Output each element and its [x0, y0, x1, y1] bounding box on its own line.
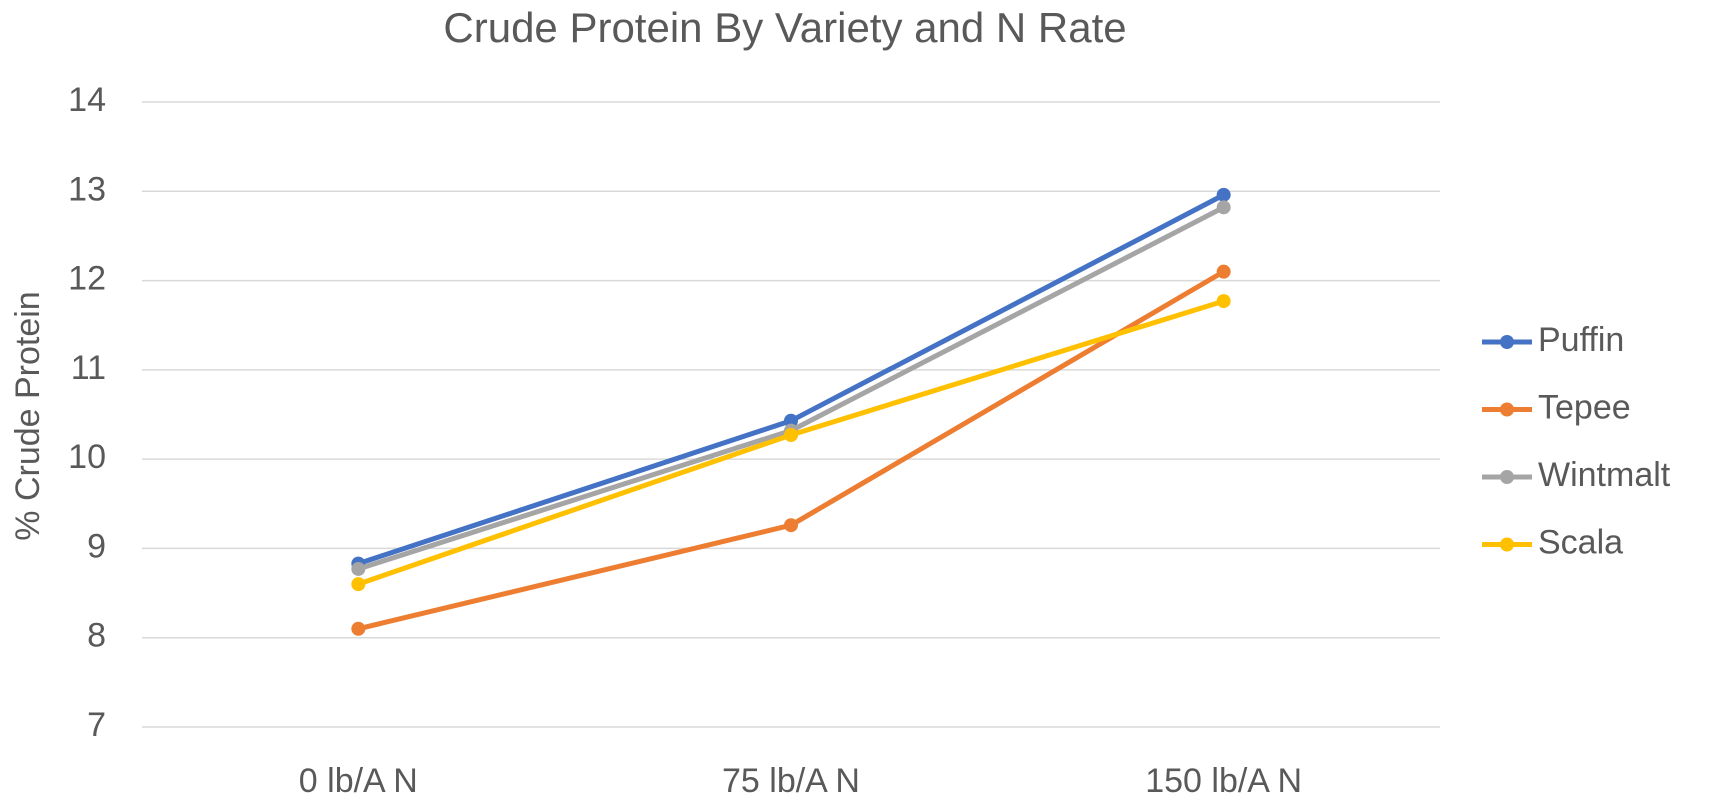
data-point — [351, 621, 366, 636]
legend-marker — [1500, 402, 1514, 417]
data-point — [1216, 294, 1231, 309]
y-tick-label: 14 — [68, 81, 106, 119]
x-tick-label: 0 lb/A N — [299, 762, 418, 800]
data-point — [351, 577, 366, 592]
series-line — [357, 192, 1225, 566]
data-point — [784, 518, 798, 533]
legend-label: Scala — [1538, 523, 1623, 561]
legend-label: Puffin — [1538, 321, 1624, 359]
x-tick-label: 150 lb/A N — [1145, 762, 1302, 800]
y-tick-label: 7 — [87, 706, 106, 744]
data-point — [1216, 200, 1231, 215]
chart-title: Crude Protein By Variety and N Rate — [443, 4, 1126, 51]
legend-marker — [1500, 537, 1514, 552]
data-point — [1216, 187, 1231, 202]
y-tick-label: 8 — [87, 617, 106, 655]
legend-marker — [1500, 470, 1514, 484]
series-line — [357, 298, 1225, 587]
y-tick-label: 12 — [68, 260, 106, 298]
y-axis-label: % Crude Protein — [9, 291, 47, 540]
data-point — [1216, 264, 1231, 279]
series-line — [357, 269, 1225, 632]
y-tick-label: 10 — [68, 438, 106, 476]
data-point — [784, 428, 798, 443]
y-tick-label: 13 — [68, 170, 106, 208]
legend-marker — [1500, 335, 1514, 349]
legend-label: Wintmalt — [1538, 456, 1671, 494]
x-tick-label: 75 lb/A N — [722, 762, 860, 800]
legend-label: Tepee — [1538, 388, 1631, 426]
data-point — [351, 561, 366, 576]
data-point — [784, 413, 798, 428]
y-tick-label: 11 — [71, 349, 106, 387]
y-tick-label: 9 — [87, 527, 106, 565]
